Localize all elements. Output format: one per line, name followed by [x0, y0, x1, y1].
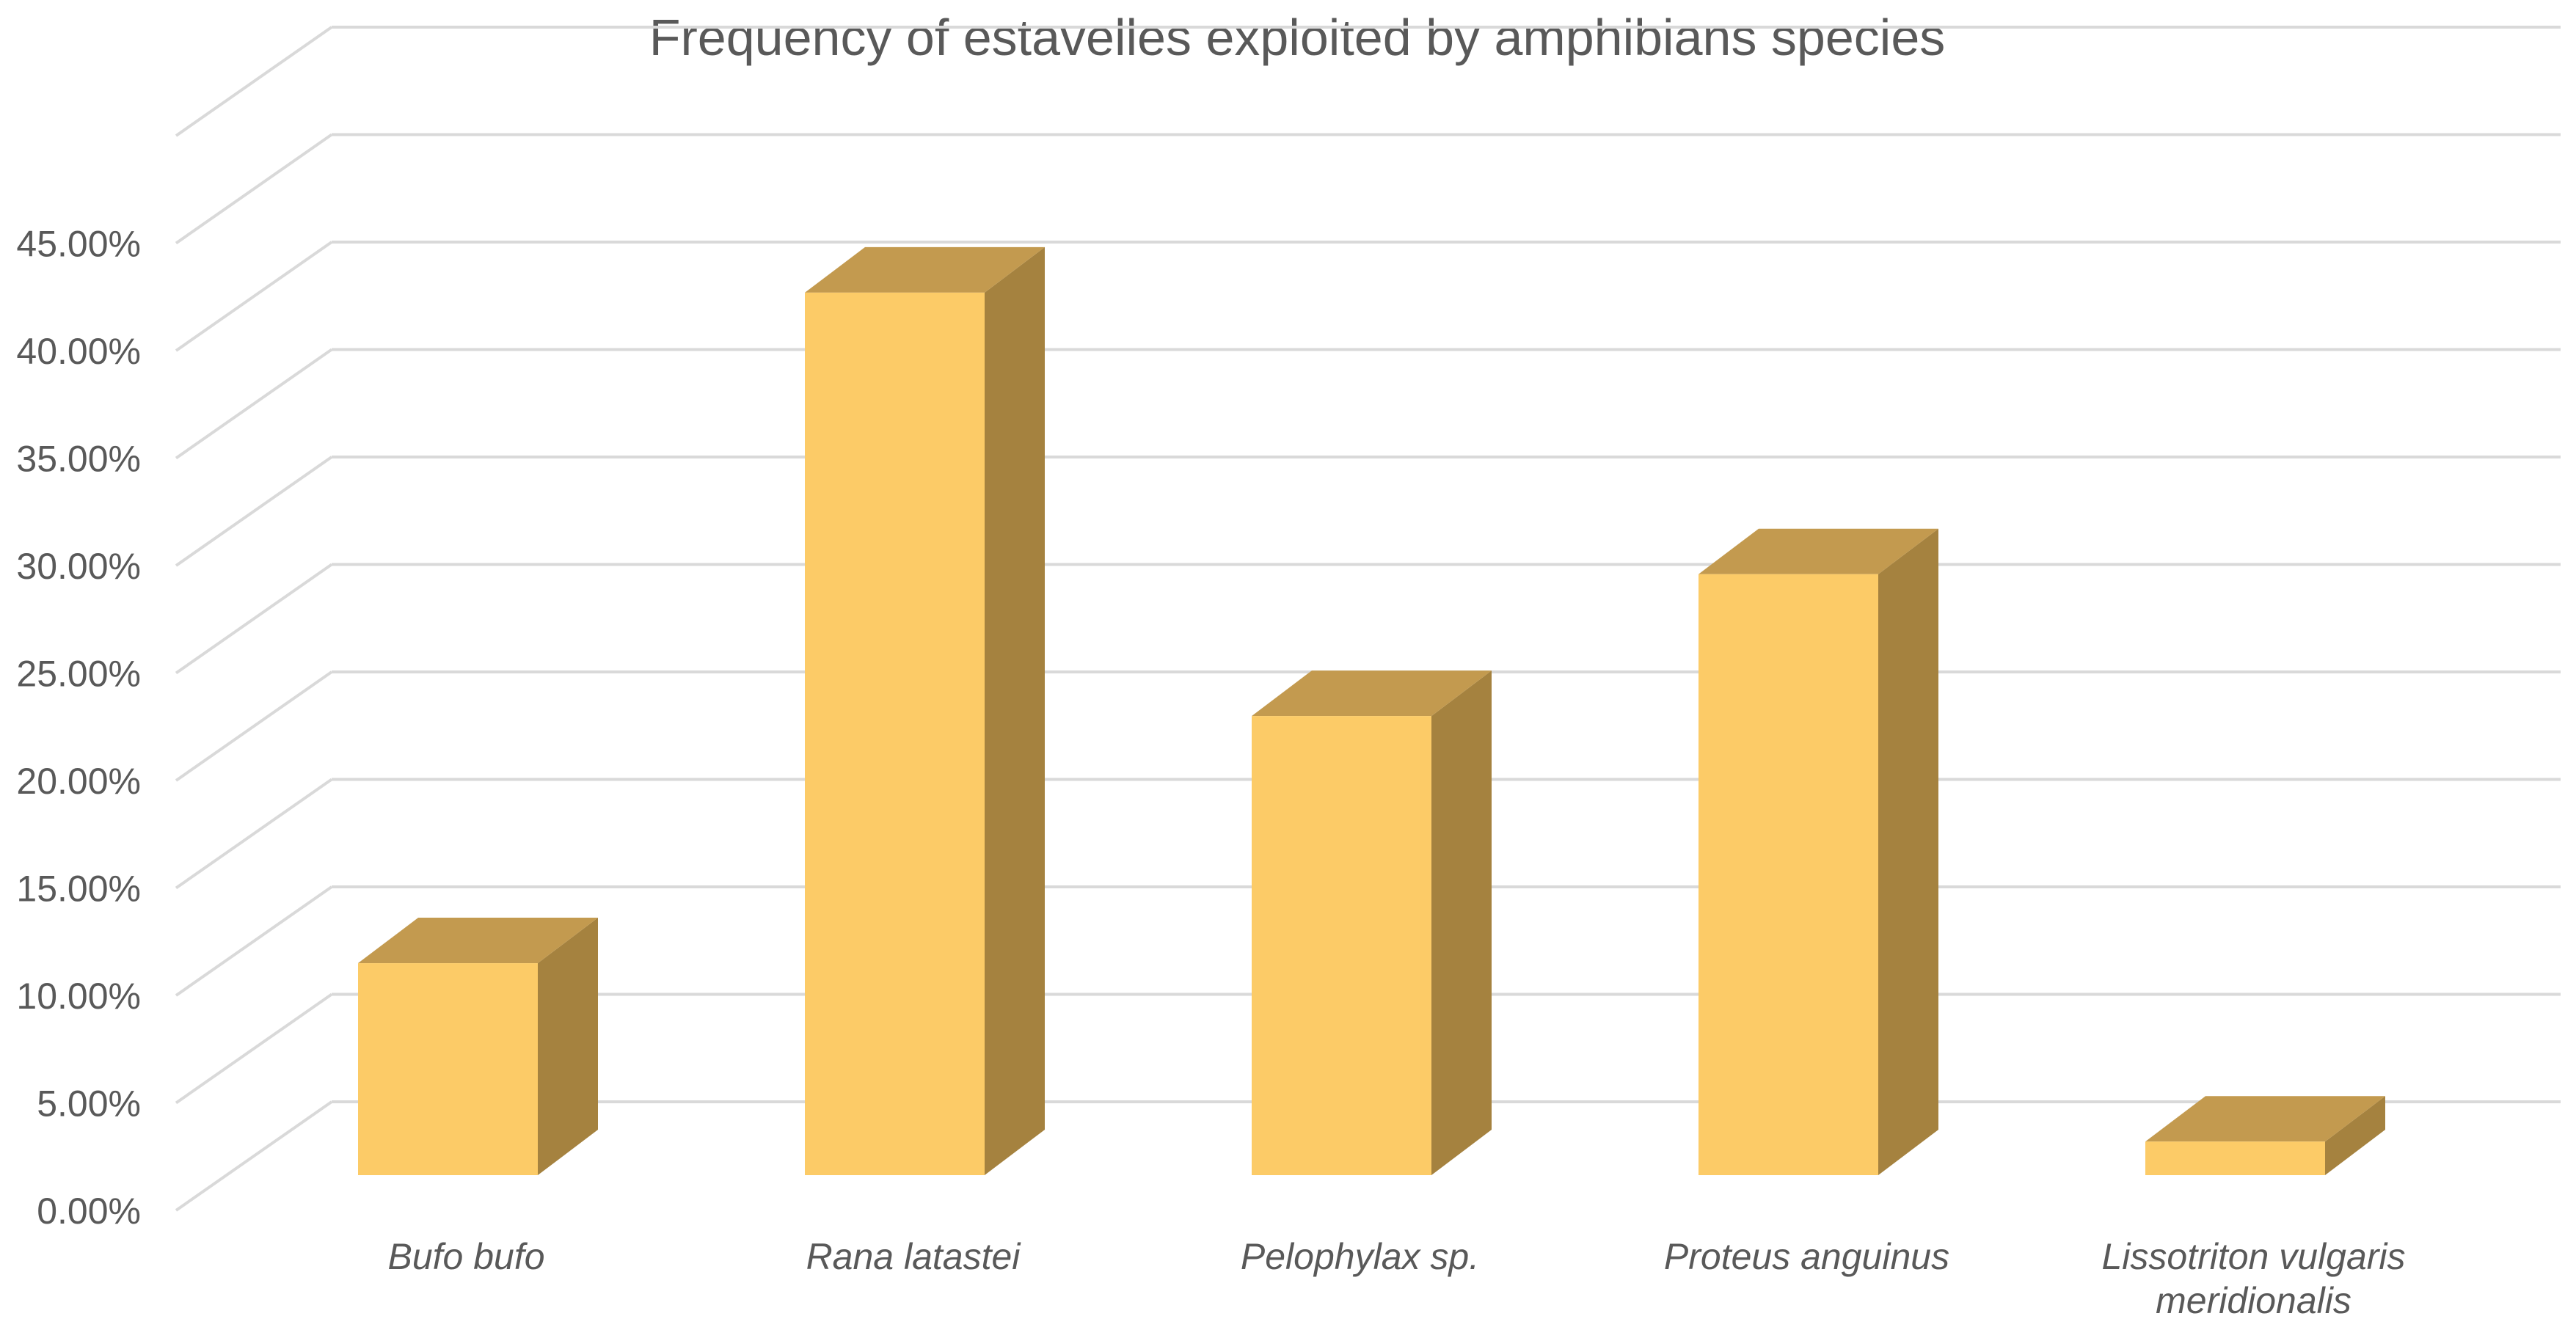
x-category-label: Rana latastei — [806, 1236, 1022, 1277]
gridline — [175, 456, 2561, 567]
bar — [1699, 528, 1938, 1175]
y-tick-label: 5.00% — [37, 1083, 141, 1125]
x-category-label: Bufo bufo — [387, 1236, 544, 1277]
x-category-label: Lissotriton vulgaris meridionalis — [2101, 1236, 2405, 1321]
x-category-label: Pelophylax sp. — [1241, 1236, 1479, 1277]
y-tick-label: 0.00% — [37, 1191, 141, 1232]
x-category-label: Proteus anguinus — [1664, 1236, 1949, 1277]
x-axis-labels: Bufo bufo Rana latastei Pelophylax sp. Prot… — [387, 1236, 2405, 1321]
bar — [805, 246, 1045, 1175]
y-tick-label: 35.00% — [16, 439, 141, 480]
gridline — [175, 348, 2561, 460]
y-axis-ticks: 0.00% 5.00% 10.00% 15.00% 20.00% 25.00% 30.00%… — [16, 224, 141, 1232]
bar — [1252, 670, 1492, 1175]
gridline — [175, 563, 2561, 675]
bars — [358, 246, 2385, 1175]
bar — [2145, 1096, 2385, 1175]
y-tick-label: 10.00% — [16, 976, 141, 1017]
y-tick-label: 45.00% — [16, 224, 141, 265]
gridline — [175, 26, 2561, 137]
y-tick-label: 20.00% — [16, 761, 141, 802]
y-tick-label: 30.00% — [16, 546, 141, 587]
gridline — [175, 241, 2561, 352]
y-tick-label: 15.00% — [16, 869, 141, 910]
bar — [358, 918, 598, 1175]
gridline — [175, 133, 2561, 245]
y-tick-label: 25.00% — [16, 654, 141, 695]
y-tick-label: 40.00% — [16, 331, 141, 372]
chart-title: Frequency of estavelles exploited by amp… — [649, 9, 1946, 66]
